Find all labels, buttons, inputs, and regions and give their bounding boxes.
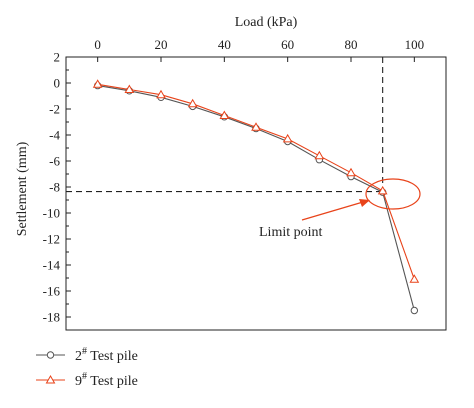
limit-point-ellipse <box>365 178 421 210</box>
legend-label: 9# Test pile <box>75 371 138 389</box>
data-point <box>251 122 261 131</box>
data-point <box>314 150 325 160</box>
legend: 2# Test pile 9# Test pile <box>36 346 138 389</box>
legend-label-superscript: # <box>82 371 87 382</box>
y-tick-label: -18 <box>43 310 60 325</box>
data-point <box>346 167 356 177</box>
y-tick-label: -4 <box>49 128 60 143</box>
limit-point-arrow <box>301 201 364 221</box>
data-point <box>124 84 135 93</box>
x-tick-label: 80 <box>345 37 358 52</box>
x-tick-label: 20 <box>155 37 168 52</box>
arrow-head <box>359 199 370 207</box>
y-tick-label: 2 <box>54 50 61 65</box>
series-2 <box>92 79 420 283</box>
legend-item-1: 2# Test pile <box>36 346 138 364</box>
y-tick-label: -12 <box>43 232 60 247</box>
data-point <box>377 185 388 195</box>
data-point <box>219 110 230 119</box>
x-tick-label: 100 <box>405 37 425 52</box>
plot-frame <box>65 56 447 331</box>
data-series <box>92 79 420 315</box>
y-tick-label: -2 <box>49 102 60 117</box>
data-point <box>92 79 103 88</box>
data-point <box>156 89 166 99</box>
y-axis-title: Settlement (mm) <box>15 141 30 236</box>
y-tick-label: -6 <box>49 154 60 169</box>
x-axis-title: Load (kPa) <box>235 15 298 30</box>
x-tick-label: 0 <box>94 37 101 52</box>
y-tick-label: 0 <box>54 76 61 91</box>
x-tick-label: 60 <box>281 37 294 52</box>
legend-label-text: Test pile <box>87 349 138 364</box>
plot-border <box>65 56 447 331</box>
limit-point-label: Limit point <box>259 225 323 240</box>
series-line <box>97 83 415 280</box>
legend-label-text: Test pile <box>87 374 138 389</box>
y-tick-label: -10 <box>43 206 60 221</box>
legend-label-superscript: # <box>82 346 87 357</box>
legend-marker <box>46 351 55 359</box>
limit-guide-lines <box>66 57 384 193</box>
x-tick-label: 40 <box>218 37 231 52</box>
y-tick-label: -14 <box>43 258 61 273</box>
y-tick-label: -16 <box>43 284 61 299</box>
data-point <box>410 306 419 315</box>
legend-marker <box>45 374 56 384</box>
y-tick-label: -8 <box>49 180 60 195</box>
data-point <box>409 274 420 283</box>
series-1 <box>93 81 419 315</box>
annotation-layer <box>301 178 421 221</box>
data-point <box>187 98 198 108</box>
legend-item-2: 9# Test pile <box>36 371 138 389</box>
data-point <box>282 133 293 143</box>
legend-label: 2# Test pile <box>75 346 138 364</box>
